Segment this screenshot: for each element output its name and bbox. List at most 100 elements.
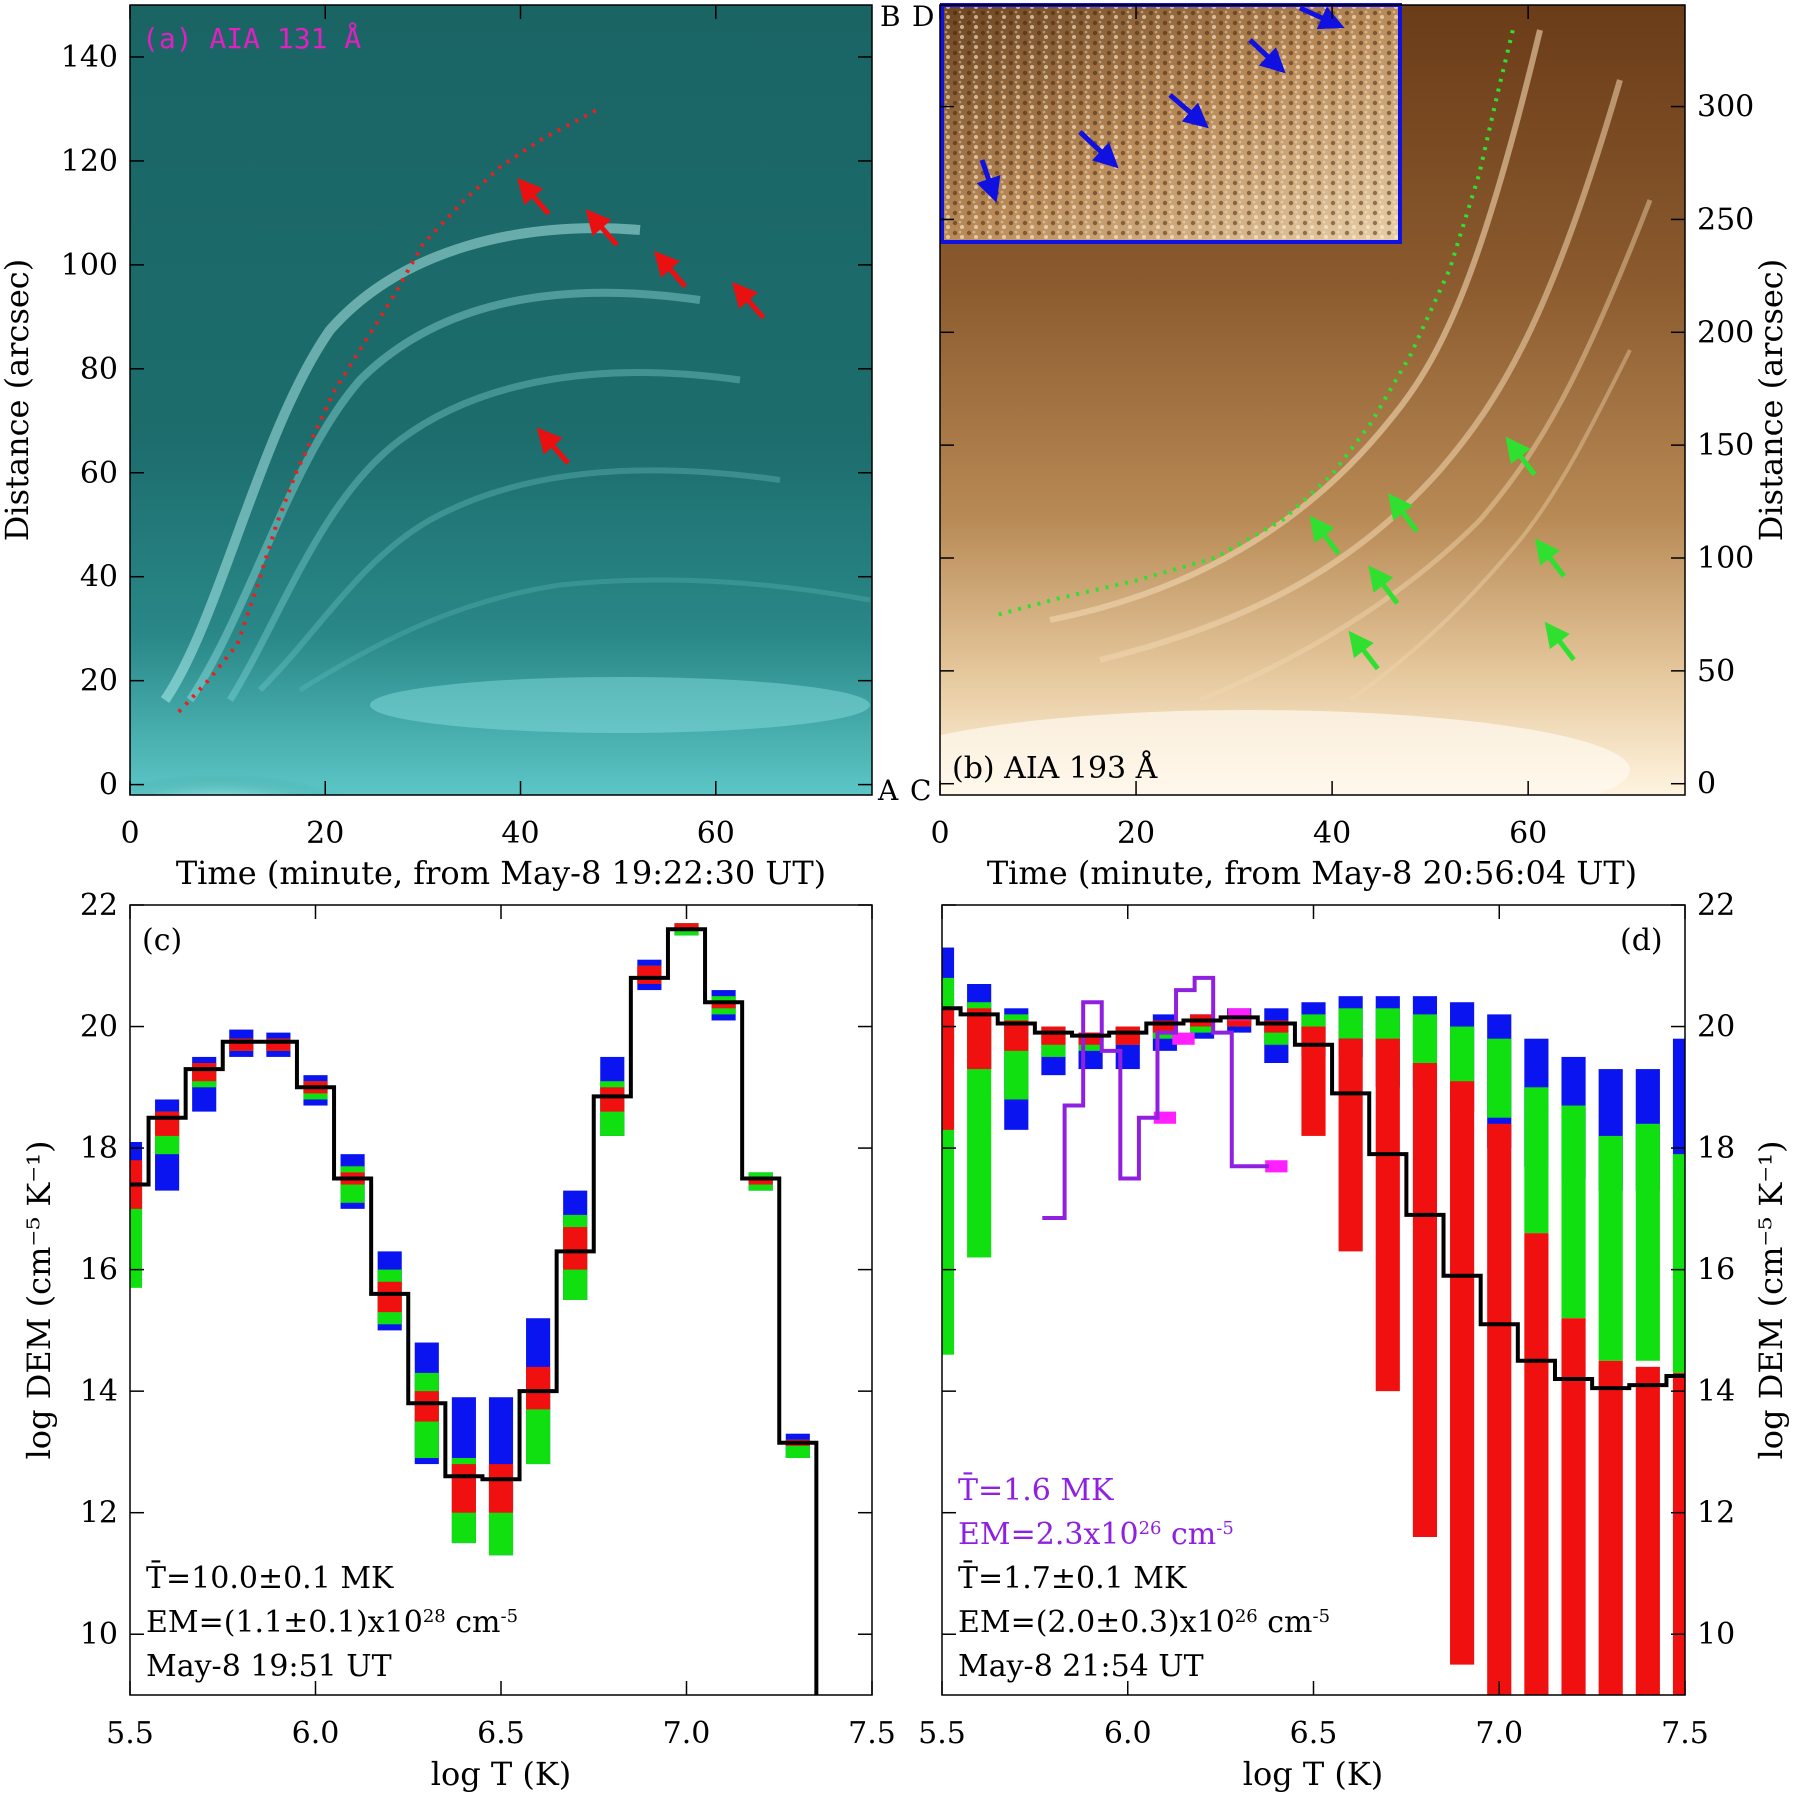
panel-b-y-tick-label: 250 [1697,202,1754,237]
panel-c-axes: 5.5 6.0 6.5 7.0 7.5 10 12 14 16 18 20 22 [80,888,896,1751]
panel-c-red-bar [748,1178,773,1185]
panel-b-arrow [1309,515,1341,556]
panel-d-dem: 5.5 6.0 6.5 7.0 7.5 10 12 14 16 18 20 22 (d) T̄=1.6… [918,888,1790,1793]
panel-c-x-tick-label: 7.5 [848,1716,896,1751]
panel-c-timestamp: May-8 19:51 UT [146,1649,392,1684]
panel-a-front-dotted-curve [177,107,600,714]
panel-b-x-axis-label: Time (minute, from May-8 20:56:04 UT) [987,854,1637,892]
panel-c-x-tick-label: 7.0 [663,1716,711,1751]
panel-d-red-bar [1598,1360,1623,1695]
panel-d-x-tick-label: 7.5 [1661,1716,1709,1751]
panel-c-green-bar [130,1190,143,1288]
panel-d-magenta-bar [1265,1160,1288,1173]
panel-b-frame [939,4,1686,796]
panel-b-arrow [1505,436,1537,477]
panel-d-green-bar [1561,1105,1586,1319]
panel-d-red-bar [1338,1038,1363,1252]
panel-c-red-bar [600,1087,625,1112]
panel-c-red-bar [192,1063,217,1082]
panel-a-arrow [536,427,570,465]
panel-d-x-tick-label: 6.5 [1290,1716,1338,1751]
panel-b-axes: 0 20 40 60 0 50 100 150 200 250 300 [930,5,1754,851]
panel-d-red-bar [1561,1318,1586,1695]
panel-d-red-bar [1412,1063,1438,1537]
panel-a-image-features [130,223,871,795]
panel-c-mean-temperature: T̄=10.0±0.1 MK [146,1560,394,1596]
panel-b-arrows [1309,436,1576,671]
panel-a-arrow [732,281,766,320]
panel-d-y-tick-label: 16 [1697,1253,1735,1288]
panel-c-green-bar [340,1166,365,1203]
panel-d-magenta-bar [1172,1032,1195,1045]
panel-c-y-tick-label: 10 [80,1617,118,1652]
panel-d-red-bar [1450,1081,1475,1665]
panel-b-arrow [1544,621,1576,662]
panel-a-arrow [517,177,551,216]
panel-d-red-bar [1635,1366,1660,1695]
panel-c-red-bar [711,1002,736,1009]
panel-a-y-tick-label: 80 [80,352,118,387]
panel-d-purple-mean-temperature: T̄=1.6 MK [958,1472,1114,1508]
panel-a-x-axis-label: Time (minute, from May-8 19:22:30 UT) [176,854,826,892]
panel-d-red-bar [1115,1026,1140,1045]
panel-d-red-bar [1524,1233,1549,1695]
panel-c-x-tick-label: 6.5 [477,1716,525,1751]
panel-a-y-axis-label: Distance (arcsec) [0,259,36,541]
panel-d-green-bar [1672,1154,1685,1373]
panel-c-dem: 5.5 6.0 6.5 7.0 7.5 10 12 14 16 18 20 22 (c) T̄=10.… [20,888,896,1793]
panel-b-arrow [1348,630,1380,671]
panel-a-frame [129,4,873,796]
panel-a-x-tick-label: 0 [120,816,139,851]
panel-c-y-tick-label: 12 [80,1496,118,1531]
panel-d-y-tick-label: 10 [1697,1617,1735,1652]
panel-c-x-tick-label: 5.5 [106,1716,154,1751]
panel-a-image-background [130,5,872,795]
panel-b-y-tick-label: 50 [1697,654,1735,689]
panel-b-x-tick-label: 20 [1117,816,1155,851]
panel-d-x-tick-label: 5.5 [918,1716,966,1751]
panel-c-emission-measure: EM=(1.1±0.1)x1028 cm-5 [146,1605,518,1640]
panel-c-red-bar [674,923,699,930]
panel-d-y-tick-label: 12 [1697,1496,1735,1531]
panel-c-red-bar [377,1281,402,1313]
panel-a-aia131-timeslice: (a) AIA 131 Å 0 20 40 60020406080100120140 … [0,4,899,892]
panel-a-y-tick-label: 120 [61,144,118,179]
panel-b-y-tick-label: 150 [1697,428,1754,463]
panel-c-red-bar [526,1366,551,1410]
panel-c-red-bar [637,965,662,984]
panel-b-corner-label-d: D [912,0,934,33]
panel-a-y-tick-label: 100 [61,248,118,283]
panel-d-green-bar [1412,1014,1438,1070]
panel-a-x-tick-label: 40 [501,816,539,851]
panel-d-red-bar [1375,1038,1400,1392]
panel-b-x-tick-label: 60 [1509,816,1547,851]
panel-a-arrow [585,209,619,247]
panel-b-y-tick-label: 300 [1697,90,1754,125]
panel-c-x-axis-label: log T (K) [431,1755,572,1793]
panel-b-corner-label-b: B [880,0,901,33]
panel-b-aia193-timeslice: (b) AIA 193 Å 0 20 40 60050100150200250300 … [880,0,1790,892]
panel-b-arrow [1368,565,1400,605]
panel-d-red-bar [942,1008,955,1130]
panel-d-dem-best-fit-step [942,1006,1685,1391]
panel-d-red-bar [1041,1026,1066,1045]
panel-c-y-tick-label: 20 [80,1010,118,1045]
panel-a-label: (a) AIA 131 Å [142,21,361,55]
panel-d-purple-emission-measure: EM=2.3x1026 cm-5 [958,1517,1234,1552]
panel-d-x-tick-label: 7.0 [1475,1716,1523,1751]
panel-d-green-bar [1487,1038,1512,1118]
panel-b-inset-arrows [976,5,1345,203]
panel-d-red-bar [1004,1020,1029,1051]
panel-c-red-bar [414,1391,439,1422]
panel-b-y-tick-label: 200 [1697,315,1754,350]
panel-c-red-bar [488,1464,514,1513]
panel-b-inset [940,3,1402,244]
panel-b-y-axis-label: Distance (arcsec) [1752,259,1790,541]
panel-a-y-tick-label: 0 [99,768,118,803]
panel-d-y-tick-label: 18 [1697,1131,1735,1166]
panel-a-axes: 0 20 40 60 0 20 40 60 80 100 120 140 [61,5,872,851]
panel-a-corner-label-a: A [877,774,899,807]
panel-a-y-tick-label: 140 [61,40,118,75]
panel-c-red-bar [155,1111,180,1136]
panel-c-red-bar [451,1464,476,1513]
